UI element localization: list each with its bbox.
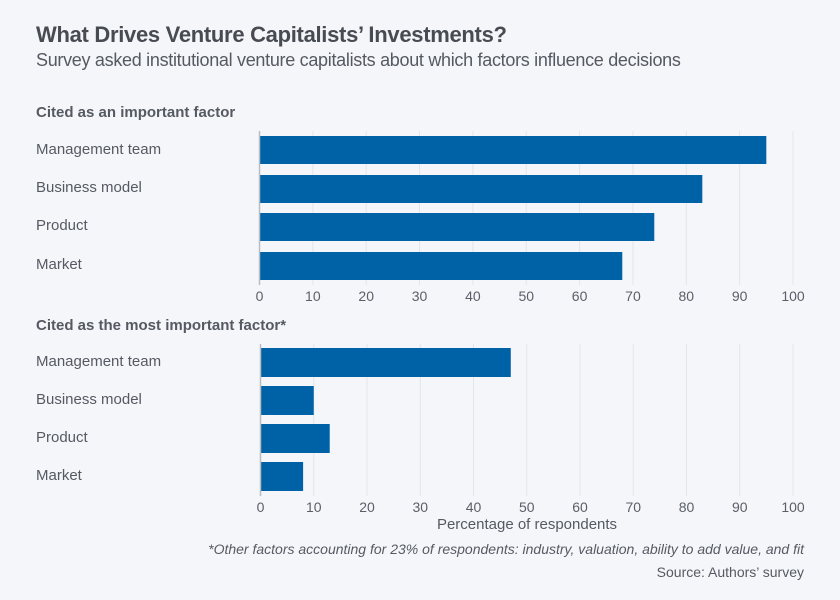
source-note: Source: Authors’ survey	[656, 564, 804, 580]
bar-management-team	[261, 348, 511, 377]
x-tick-label: 40	[466, 499, 482, 515]
x-tick-label: 60	[572, 499, 588, 515]
x-tick-label: 10	[306, 499, 322, 515]
category-label: Business model	[36, 179, 142, 196]
panel-title-important: Cited as an important factor	[36, 104, 236, 121]
panel-title-most-important: Cited as the most important factor*	[36, 317, 287, 334]
category-label: Management team	[36, 141, 162, 158]
bar-business-model	[260, 175, 703, 203]
x-tick-label: 20	[359, 499, 375, 515]
x-tick-label: 100	[781, 499, 805, 515]
bar-management-team	[260, 136, 767, 164]
chart-title: What Drives Venture Capitalists’ Investm…	[36, 22, 507, 47]
x-tick-label: 40	[465, 288, 481, 304]
x-tick-label: 20	[358, 288, 374, 304]
category-label: Product	[36, 217, 88, 234]
x-tick-label: 50	[519, 499, 535, 515]
x-tick-label: 70	[625, 499, 641, 515]
category-label: Business model	[36, 391, 142, 408]
category-label: Market	[36, 467, 82, 484]
bar-market	[260, 252, 623, 280]
bar-market	[261, 462, 304, 491]
category-label: Management team	[36, 353, 162, 370]
x-axis-label: Percentage of respondents	[436, 516, 618, 533]
x-tick-label: 80	[679, 499, 695, 515]
category-label: Product	[36, 429, 88, 446]
x-tick-label: 100	[781, 288, 805, 304]
x-tick-label: 0	[257, 499, 265, 515]
x-tick-label: 50	[518, 288, 534, 304]
x-tick-label: 90	[732, 288, 748, 304]
bar-business-model	[261, 386, 314, 415]
footnote: *Other factors accounting for 23% of res…	[208, 541, 804, 557]
bar-product	[261, 424, 330, 453]
x-tick-label: 30	[412, 499, 428, 515]
x-tick-label: 0	[256, 288, 264, 304]
x-tick-label: 70	[625, 288, 641, 304]
category-label: Market	[36, 256, 82, 273]
chart-subtitle: Survey asked institutional venture capit…	[36, 50, 681, 70]
x-tick-label: 30	[412, 288, 428, 304]
bar-product	[260, 213, 655, 241]
x-tick-label: 60	[572, 288, 588, 304]
x-tick-label: 90	[732, 499, 748, 515]
x-tick-label: 80	[679, 288, 695, 304]
x-tick-label: 10	[305, 288, 321, 304]
